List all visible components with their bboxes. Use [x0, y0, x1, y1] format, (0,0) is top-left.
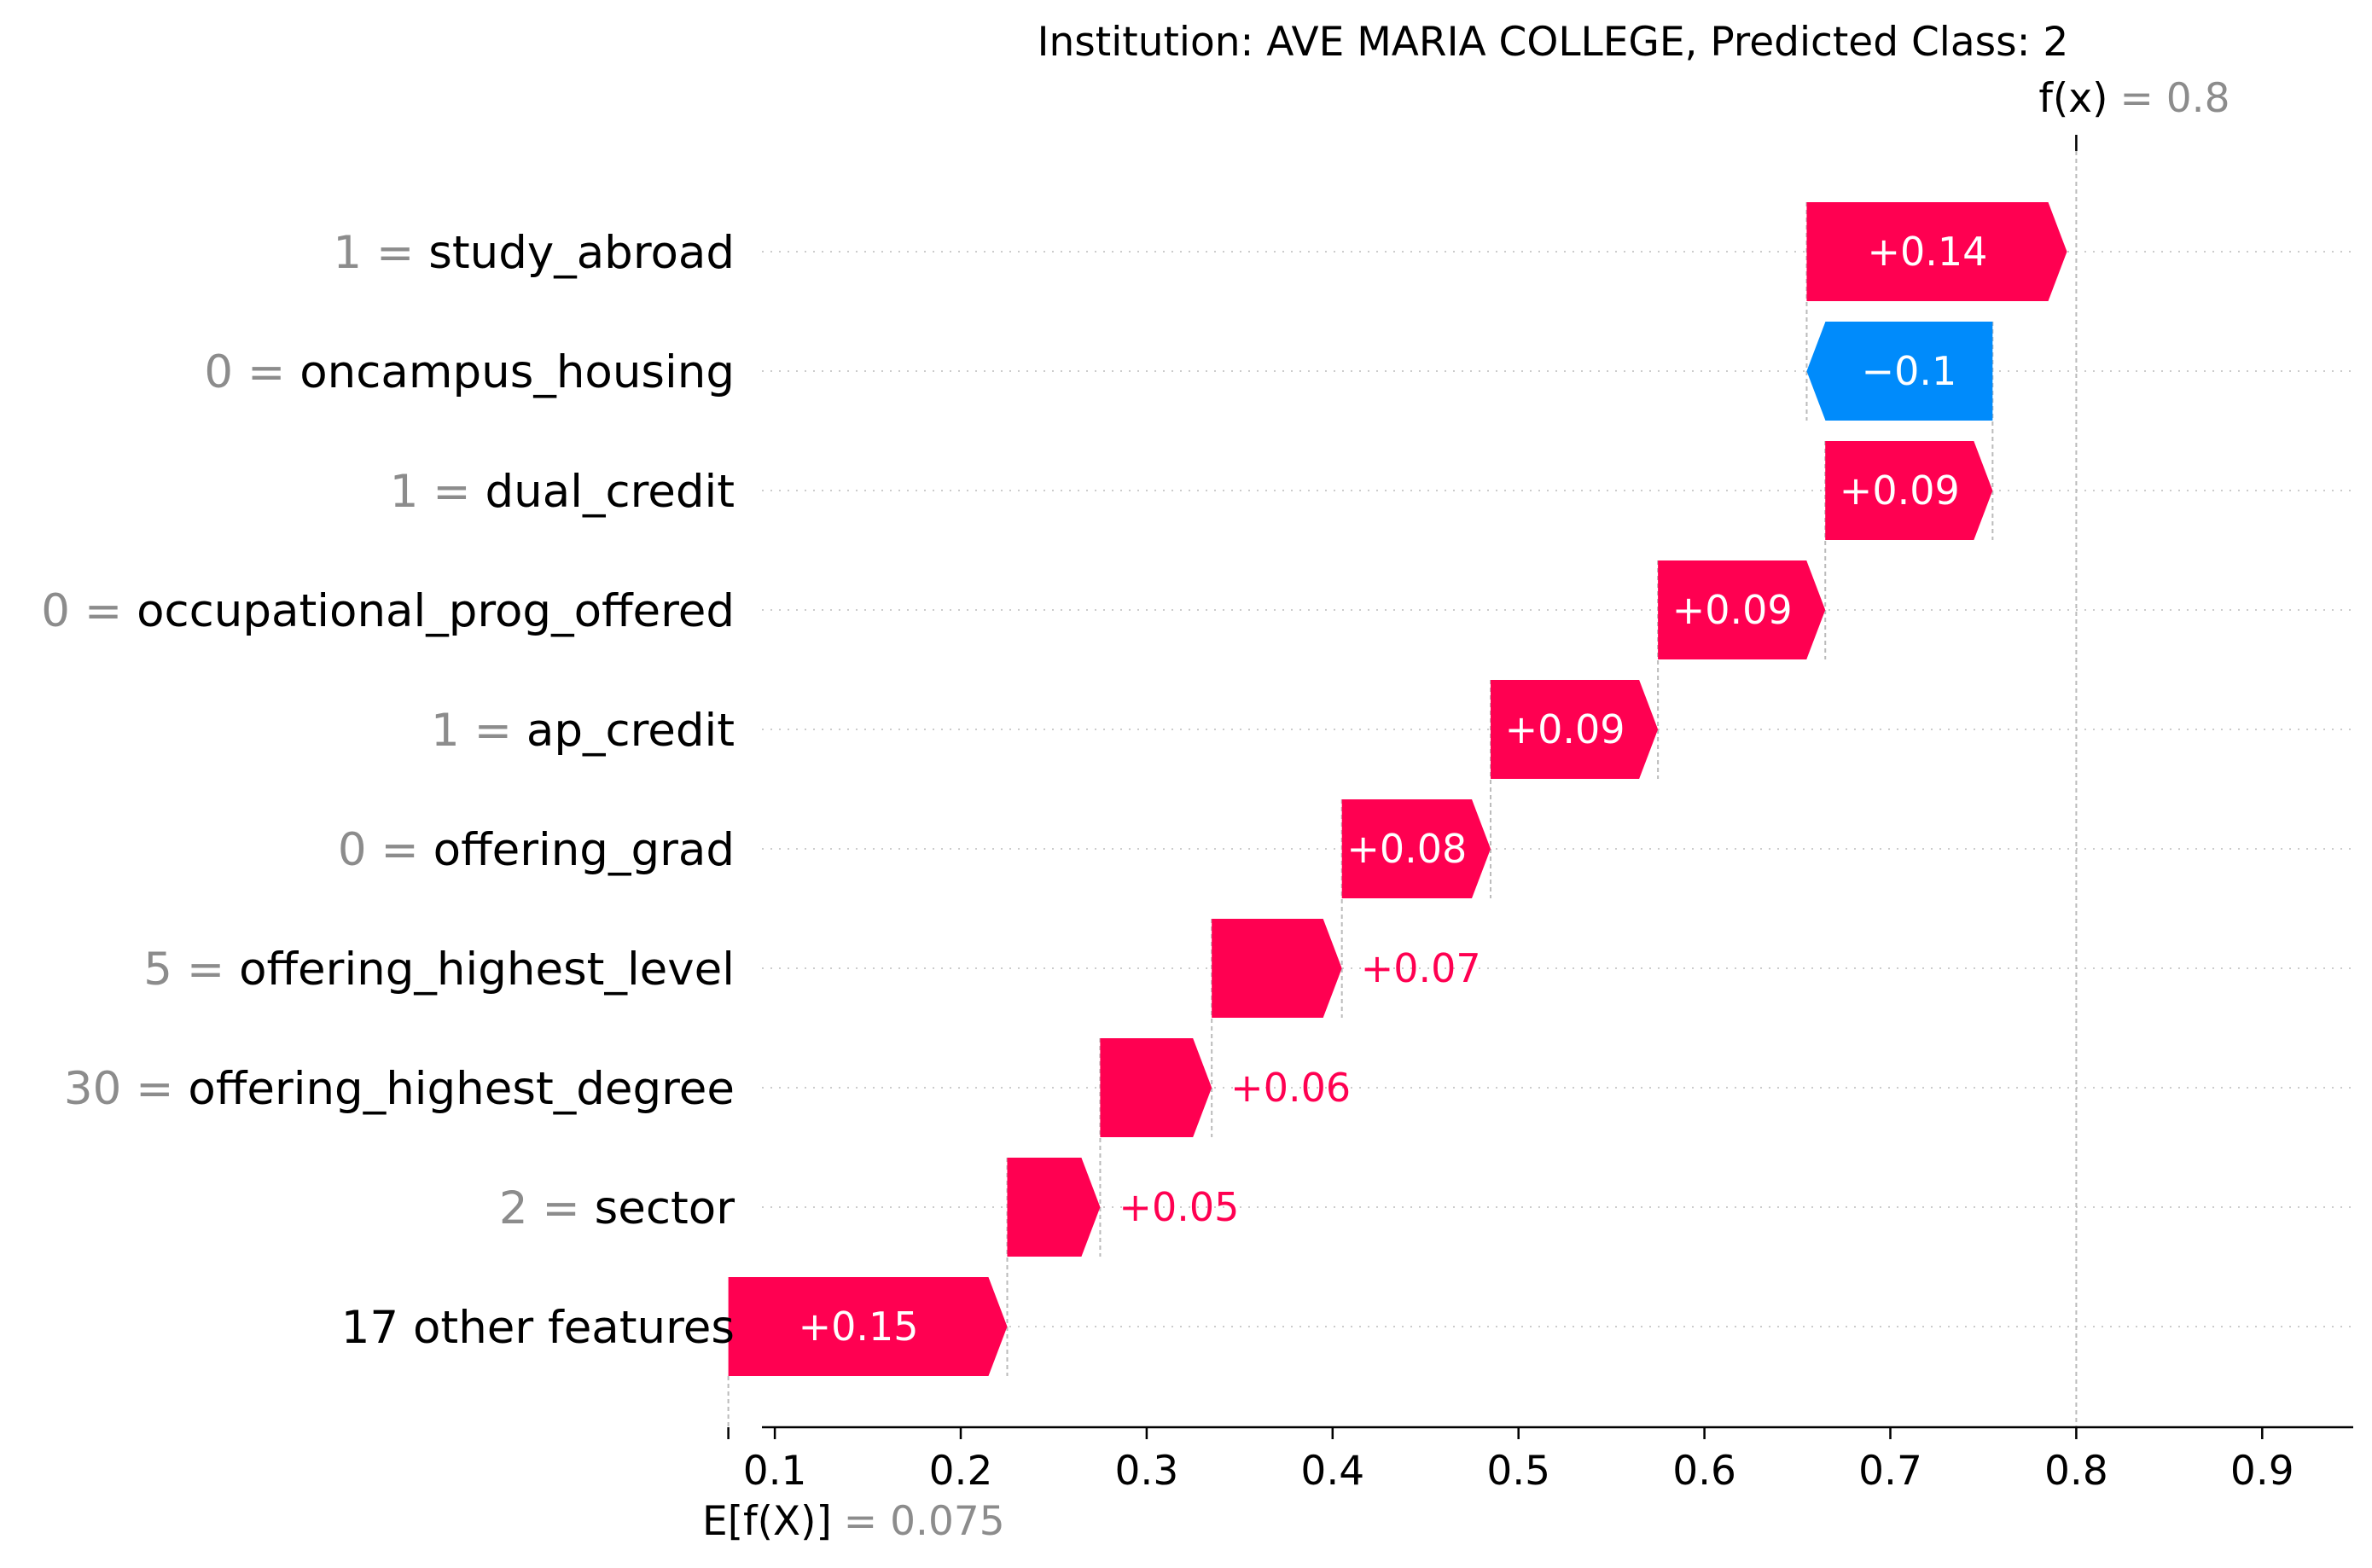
bar-value-label: +0.07: [1361, 945, 1481, 991]
feature-value: 0 =: [338, 824, 433, 876]
feature-label: 0 = oncampus_housing: [204, 346, 735, 398]
positive-bar: [728, 1277, 1008, 1376]
feature-label: 5 = offering_highest_level: [143, 944, 735, 996]
feature-label: 1 = dual_credit: [390, 466, 735, 518]
feature-name: occupational_prog_offered: [137, 585, 735, 637]
bar-value-label: +0.09: [1672, 587, 1793, 633]
feature-name: sector: [595, 1182, 735, 1234]
feature-label: 0 = offering_grad: [338, 824, 735, 876]
feature-labels: 1 = study_abroad 0 = oncampus_housing 1 = …: [41, 227, 735, 1354]
positive-bar: [1100, 1038, 1212, 1137]
feature-value: 0 =: [41, 585, 137, 637]
feature-label: 1 = ap_credit: [431, 705, 735, 757]
x-tick-label: 0.9: [2230, 1448, 2294, 1495]
feature-name: offering_grad: [433, 824, 735, 876]
x-tick-label: 0.1: [743, 1448, 807, 1495]
positive-bar: [1658, 560, 1826, 659]
positive-bar: [1806, 202, 2067, 301]
feature-label: 1 = study_abroad: [333, 227, 735, 279]
bar-value-label: +0.14: [1867, 229, 1987, 275]
feature-label: 30 = offering_highest_degree: [64, 1063, 735, 1115]
chart-title: Institution: AVE MARIA COLLEGE, Predicte…: [1038, 19, 2069, 66]
positive-bar: [1007, 1158, 1101, 1257]
positive-bar: [1825, 441, 1993, 540]
feature-name: study_abroad: [428, 227, 735, 279]
bar-value-label: +0.06: [1230, 1065, 1351, 1111]
x-tick-label: 0.3: [1115, 1448, 1179, 1495]
row-gridlines: [762, 251, 2353, 1327]
x-tick-label: 0.7: [1858, 1448, 1922, 1495]
x-tick-label: 0.6: [1672, 1448, 1736, 1495]
feature-value: 5 =: [143, 944, 239, 996]
feature-name: dual_credit: [485, 466, 735, 518]
connector-lines: [727, 135, 2078, 1427]
feature-name: oncampus_housing: [299, 346, 735, 398]
bar-value-label: +0.15: [799, 1304, 919, 1350]
x-axis: 0.1 0.2 0.3 0.4 0.5 0.6 0.7 0.8 0.9: [727, 1426, 2353, 1495]
fx-value: = 0.8: [2119, 75, 2230, 122]
x-tick-label: 0.2: [929, 1448, 993, 1495]
positive-bar: [1212, 919, 1342, 1018]
x-tick-label: 0.4: [1300, 1448, 1364, 1495]
feature-value: 1 =: [431, 705, 526, 757]
bar-value-label: +0.08: [1346, 826, 1467, 872]
efx-annotation: E[f(X)] = 0.075: [702, 1498, 1005, 1545]
feature-value: 1 =: [390, 466, 485, 518]
x-tick-label: 0.8: [2044, 1448, 2108, 1495]
fx-label: f(x): [2038, 75, 2107, 122]
feature-value: 1 =: [333, 227, 428, 279]
bar-value-label: +0.05: [1119, 1184, 1239, 1230]
feature-name: 17 other features: [341, 1302, 735, 1354]
fx-annotation: f(x) = 0.8: [2038, 75, 2230, 122]
feature-label: 17 other features: [341, 1302, 735, 1354]
contribution-bars: +0.14 −0.1 +0.09 +0.09 +0.09 +0.08 +0.07 +0.06 +…: [728, 202, 2067, 1376]
feature-value: 30 =: [64, 1063, 189, 1115]
bar-value-label: −0.1: [1862, 348, 1957, 394]
feature-name: offering_highest_level: [239, 944, 735, 996]
bar-value-label: +0.09: [1840, 467, 1960, 514]
feature-label: 2 = sector: [499, 1182, 735, 1234]
feature-name: offering_highest_degree: [188, 1063, 735, 1115]
feature-name: ap_credit: [526, 705, 735, 757]
feature-label: 0 = occupational_prog_offered: [41, 585, 735, 637]
positive-bar: [1341, 799, 1491, 898]
efx-value: = 0.075: [844, 1498, 1005, 1545]
feature-value: 0 =: [204, 346, 299, 398]
positive-bar: [1491, 680, 1659, 779]
value-annotations: f(x) = 0.8 E[f(X)] = 0.075: [702, 75, 2230, 1545]
efx-label: E[f(X)]: [702, 1498, 832, 1545]
negative-bar: [1806, 322, 1993, 421]
bar-value-label: +0.09: [1505, 706, 1625, 752]
feature-value: 2 =: [499, 1182, 595, 1234]
x-tick-label: 0.5: [1486, 1448, 1550, 1495]
